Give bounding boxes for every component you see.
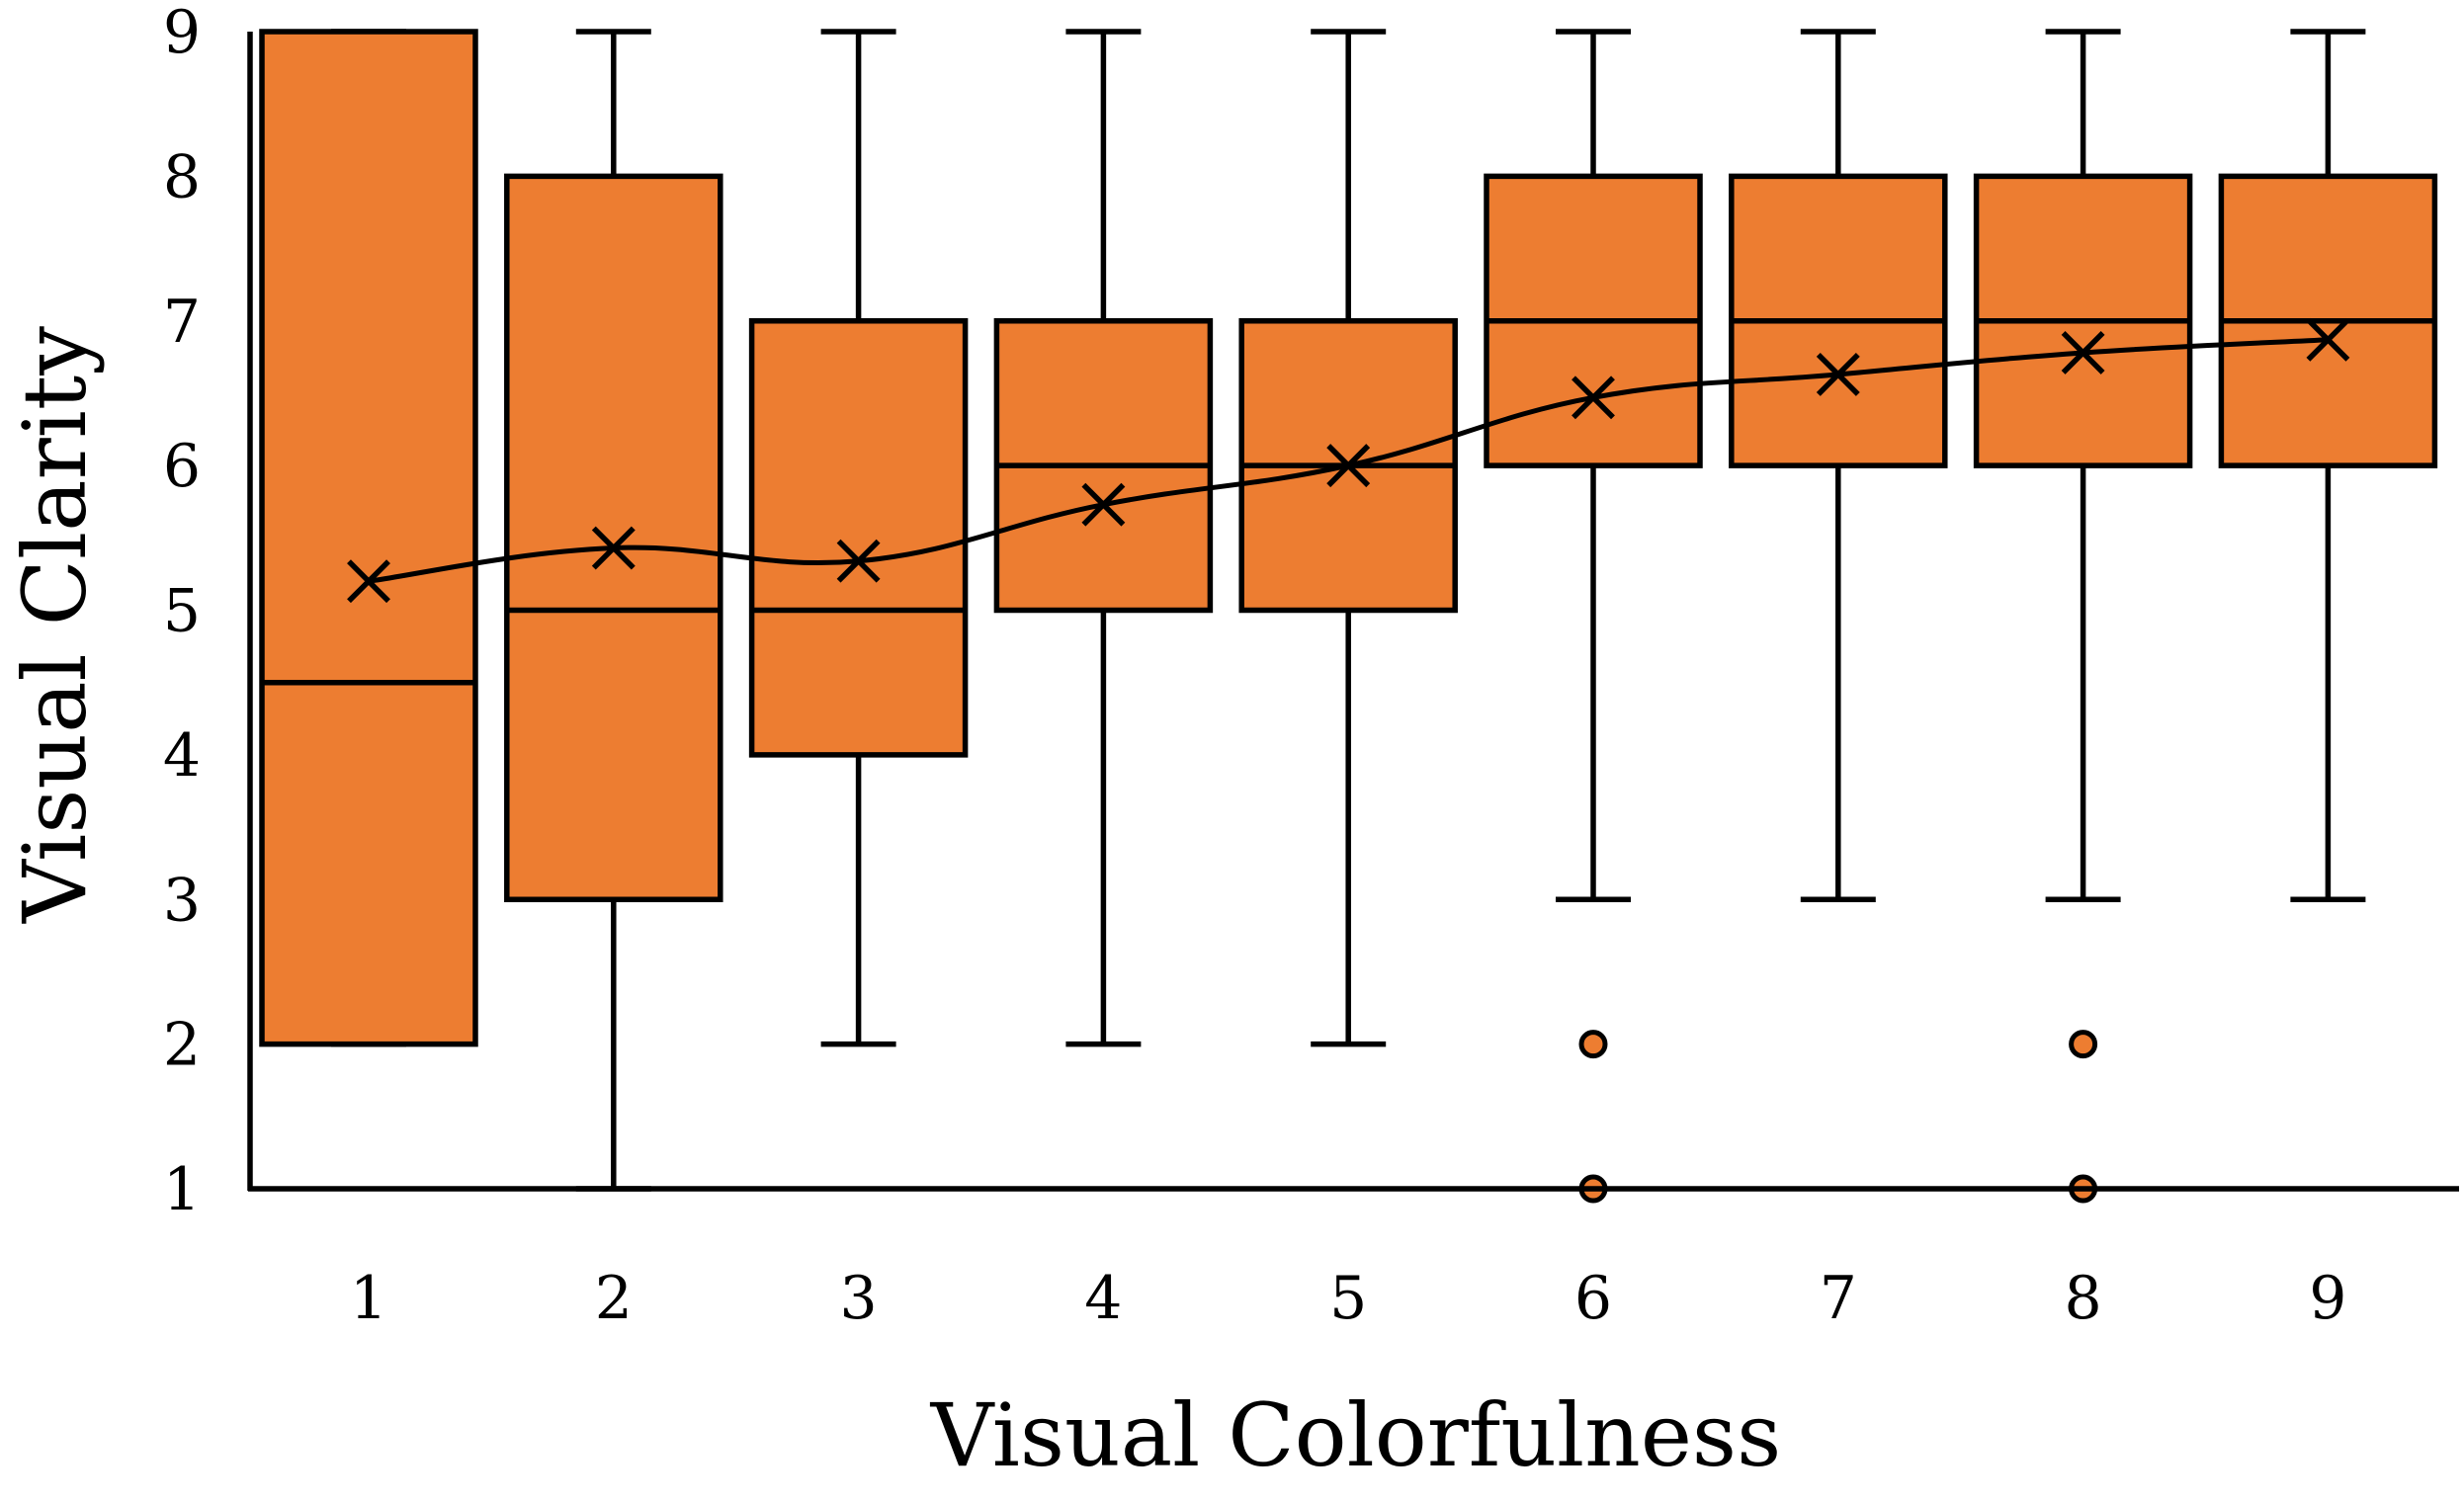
y-tick-label: 2 <box>163 1011 201 1080</box>
mean-marker-8 <box>2061 331 2105 375</box>
mean-marker-stroke <box>2306 317 2350 362</box>
outlier-point <box>2069 1030 2098 1059</box>
iqr-box <box>748 318 969 758</box>
box-group-2 <box>504 29 723 1192</box>
outlier-point <box>1578 1030 1608 1059</box>
y-tick-label: 4 <box>163 721 201 791</box>
mean-marker-3 <box>836 539 881 583</box>
mean-marker-stroke <box>1572 376 1615 420</box>
mean-marker-stroke <box>1081 482 1126 527</box>
chart-axes <box>247 32 2459 1192</box>
mean-marker-9 <box>2306 317 2350 362</box>
box-group-3 <box>748 29 969 1047</box>
mean-marker-6 <box>1572 376 1615 420</box>
y-axis-title: Visual Clarity <box>4 326 106 924</box>
y-tick-label: 7 <box>163 288 201 357</box>
box-group-9 <box>2218 29 2438 902</box>
x-axis-title: Visual Colorfulness <box>930 1384 1782 1486</box>
chart-marks <box>259 29 2438 1204</box>
box-group-7 <box>1729 29 1948 902</box>
box-group-8 <box>1973 29 2193 1204</box>
mean-marker-stroke <box>1326 444 1371 488</box>
mean-marker-stroke <box>591 526 636 570</box>
mean-marker-stroke <box>347 559 390 604</box>
box-group-5 <box>1238 29 1458 1047</box>
x-tick-label: 1 <box>350 1264 387 1333</box>
mean-marker-stroke <box>2061 331 2105 375</box>
y-tick-label: 3 <box>163 866 201 935</box>
y-tick-label: 5 <box>163 577 201 646</box>
chart-labels: 1 2 3 4 5 6 7 8 9 1 2 3 4 5 6 7 8 9 <box>163 0 2347 1333</box>
iqr-box <box>504 173 723 902</box>
y-tick-label: 9 <box>163 0 201 67</box>
y-tick-label: 8 <box>163 142 201 211</box>
box-group-4 <box>993 29 1214 1047</box>
mean-marker-2 <box>591 526 636 570</box>
x-tick-label: 4 <box>1084 1264 1122 1333</box>
x-tick-label: 8 <box>2065 1264 2102 1333</box>
x-tick-label: 9 <box>2309 1264 2346 1333</box>
x-tick-label: 2 <box>595 1264 633 1333</box>
x-tick-label: 7 <box>1820 1264 1857 1333</box>
mean-marker-4 <box>1081 482 1126 527</box>
y-tick-label: 6 <box>163 432 201 501</box>
mean-marker-5 <box>1326 444 1371 488</box>
mean-marker-7 <box>1816 352 1860 396</box>
x-tick-label: 3 <box>840 1264 878 1333</box>
x-tick-label: 6 <box>1574 1264 1612 1333</box>
box-group-1 <box>259 29 478 1047</box>
mean-marker-1 <box>347 559 390 604</box>
mean-marker-stroke <box>836 539 881 583</box>
iqr-box <box>259 29 478 1047</box>
box-group-6 <box>1484 29 1703 1204</box>
y-tick-label: 1 <box>163 1155 201 1224</box>
x-tick-label: 5 <box>1329 1264 1367 1333</box>
mean-marker-stroke <box>1816 352 1860 396</box>
